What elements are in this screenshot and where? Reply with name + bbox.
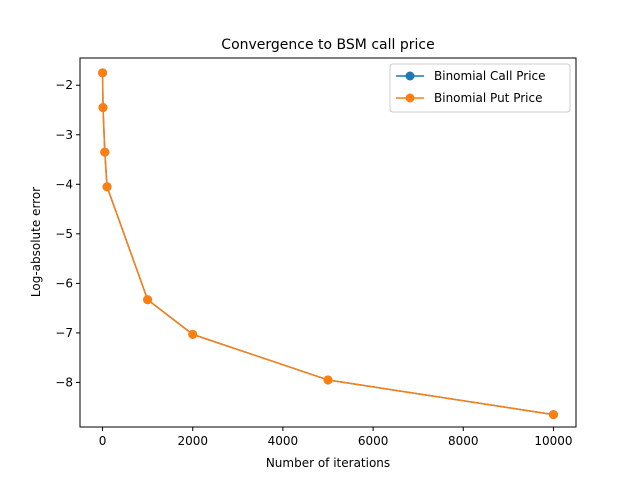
y-axis: −2 −3 −4 −5 −6 −7 −8 <box>55 78 80 389</box>
y-tick-label: −7 <box>55 326 73 340</box>
y-tick-label: −5 <box>55 227 73 241</box>
x-axis-label: Number of iterations <box>266 456 390 470</box>
legend-marker-call <box>405 71 415 81</box>
series-line-0 <box>101 72 554 416</box>
data-point <box>143 295 153 305</box>
y-tick-label: −3 <box>55 128 73 142</box>
plot-lines <box>98 68 558 420</box>
y-tick-label: −4 <box>55 177 73 191</box>
x-tick-label: 0 <box>99 434 107 448</box>
y-tick-label: −2 <box>55 78 73 92</box>
data-point <box>98 68 108 78</box>
y-axis-label: Log-absolute error <box>29 187 43 297</box>
legend: Binomial Call Price Binomial Put Price <box>389 63 571 113</box>
data-point <box>102 182 112 192</box>
data-point <box>548 410 558 420</box>
data-point <box>188 329 198 339</box>
y-tick-label: −6 <box>55 276 73 290</box>
plot-frame <box>79 57 577 428</box>
chart-title: Convergence to BSM call price <box>221 37 434 53</box>
legend-label-call: Binomial Call Price <box>434 69 546 83</box>
y-tick-label: −8 <box>55 375 73 389</box>
data-point <box>100 147 110 157</box>
legend-marker-put <box>405 93 415 103</box>
series-line-1 <box>101 72 554 416</box>
x-tick-label: 8000 <box>448 434 479 448</box>
x-axis: 0 2000 4000 6000 8000 10000 <box>99 427 573 448</box>
x-tick-label: 6000 <box>358 434 389 448</box>
x-tick-label: 2000 <box>177 434 208 448</box>
x-tick-label: 10000 <box>534 434 572 448</box>
legend-label-put: Binomial Put Price <box>434 91 542 105</box>
x-tick-label: 4000 <box>268 434 299 448</box>
legend-frame <box>389 63 571 113</box>
data-point <box>98 103 108 113</box>
data-point <box>323 375 333 385</box>
